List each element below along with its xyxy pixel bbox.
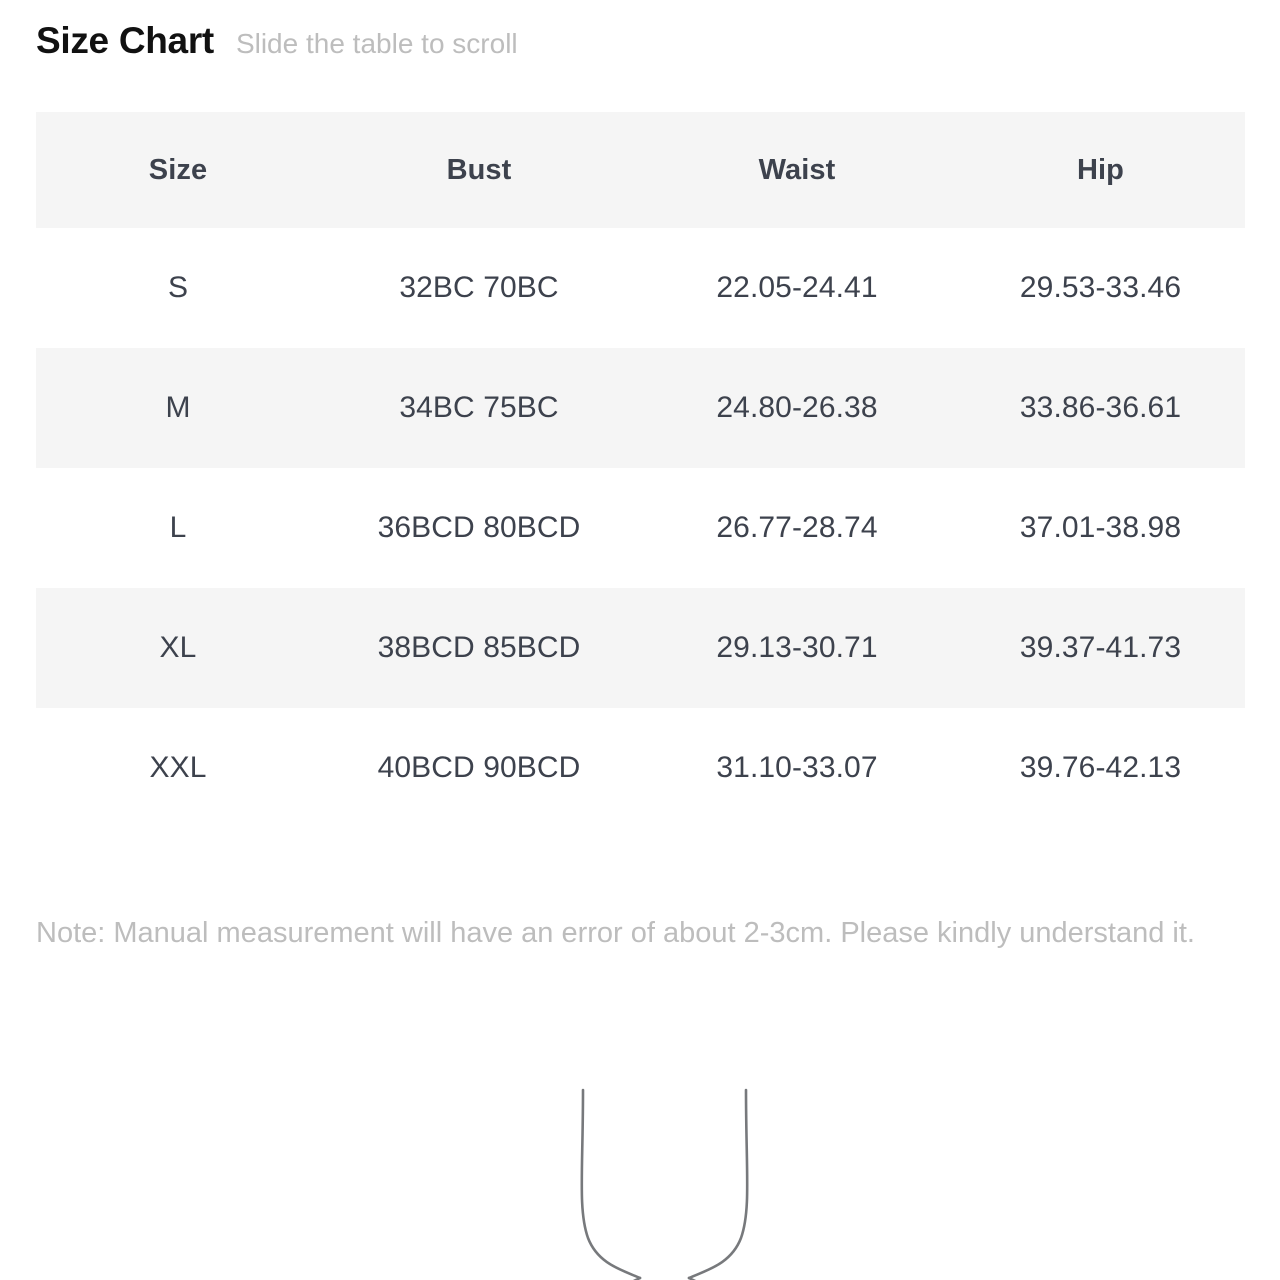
page-header: Size Chart Slide the table to scroll: [36, 22, 518, 59]
cell-hip: 33.86-36.61: [1019, 391, 1182, 424]
cell-waist: 26.77-28.74: [716, 511, 878, 544]
column-header-bust: Bust: [446, 153, 512, 186]
cell-bust: 36BCD 80BCD: [377, 511, 581, 544]
cell-waist: 24.80-26.38: [716, 391, 878, 424]
table-row[interactable]: XXL 40BCD 90BCD 31.10-33.07 39.76-42.13: [36, 708, 1245, 828]
cell-size: S: [167, 271, 189, 304]
table-row[interactable]: M 34BC 75BC 24.80-26.38 33.86-36.61: [36, 348, 1245, 468]
table-body: S 32BC 70BC 22.05-24.41 29.53-33.46 M 34…: [36, 228, 1245, 828]
cell-waist: 22.05-24.41: [716, 271, 878, 304]
cell-bust: 34BC 75BC: [399, 391, 559, 424]
cell-hip: 39.37-41.73: [1019, 631, 1182, 664]
cell-hip: 39.76-42.13: [1019, 751, 1182, 784]
body-outline-icon: [580, 1088, 749, 1280]
measurement-note: Note: Manual measurement will have an er…: [36, 917, 1195, 949]
cell-hip: 29.53-33.46: [1019, 271, 1182, 304]
scroll-hint-text: Slide the table to scroll: [235, 28, 518, 59]
table-row[interactable]: XL 38BCD 85BCD 29.13-30.71 39.37-41.73: [36, 588, 1245, 708]
page-title: Size Chart: [36, 20, 214, 61]
body-outline-figure: [0, 1060, 1280, 1280]
cell-bust: 40BCD 90BCD: [377, 751, 581, 784]
cell-hip: 37.01-38.98: [1019, 511, 1182, 544]
cell-bust: 38BCD 85BCD: [377, 631, 581, 664]
table-header-row: Size Bust Waist Hip: [36, 112, 1245, 228]
cell-bust: 32BC 70BC: [399, 271, 559, 304]
table-row[interactable]: S 32BC 70BC 22.05-24.41 29.53-33.46: [36, 228, 1245, 348]
table-row[interactable]: L 36BCD 80BCD 26.77-28.74 37.01-38.98: [36, 468, 1245, 588]
table-header: Size Bust Waist Hip: [36, 112, 1245, 228]
cell-size: M: [165, 391, 191, 424]
cell-size: XL: [159, 631, 197, 664]
cell-size: XXL: [149, 751, 207, 784]
cell-waist: 29.13-30.71: [716, 631, 878, 664]
cell-waist: 31.10-33.07: [716, 751, 878, 784]
column-header-waist: Waist: [758, 153, 836, 186]
column-header-hip: Hip: [1076, 153, 1124, 186]
size-chart-table[interactable]: Size Bust Waist Hip S 32BC 70BC 22.05-24…: [36, 112, 1245, 828]
column-header-size: Size: [148, 153, 208, 186]
cell-size: L: [169, 511, 187, 544]
